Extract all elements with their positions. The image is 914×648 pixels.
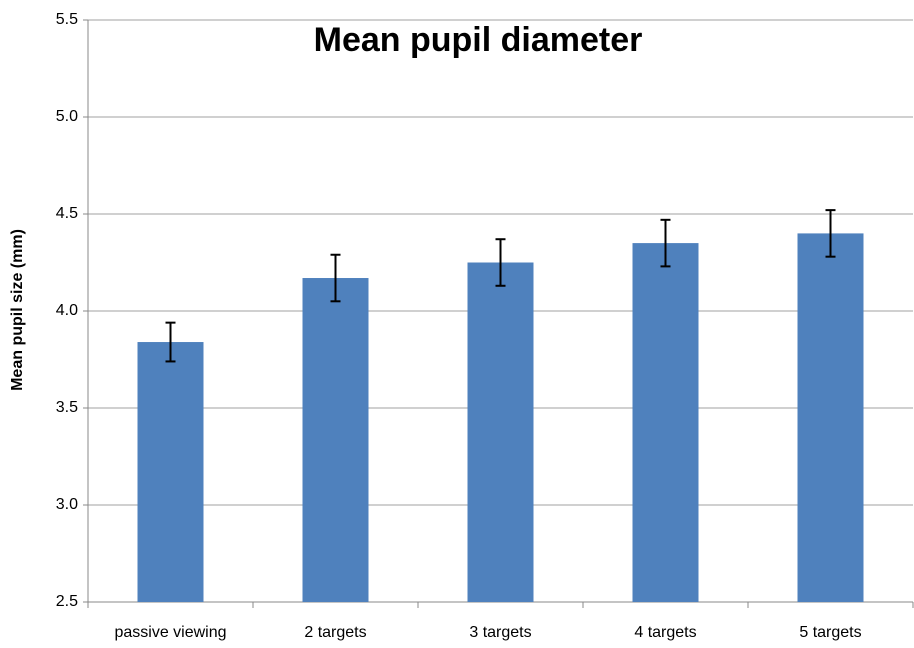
x-tick-label: 3 targets <box>469 624 531 641</box>
error-bar <box>495 238 506 287</box>
bar <box>137 342 204 602</box>
bar <box>302 278 369 602</box>
bar <box>632 243 699 602</box>
error-bar <box>660 218 671 268</box>
x-tick-label: 2 targets <box>304 624 366 641</box>
y-tick-label: 2.5 <box>56 593 78 610</box>
y-tick-label: 4.0 <box>56 302 78 319</box>
chart-title: Mean pupil diameter <box>314 21 643 59</box>
y-tick-label: 5.0 <box>56 108 78 125</box>
y-tick-label: 5.5 <box>56 11 78 28</box>
y-axis-label: Mean pupil size (mm) <box>9 229 26 391</box>
error-bar <box>330 253 341 303</box>
bar <box>797 233 864 602</box>
error-bar <box>825 209 836 258</box>
x-tick-label: 4 targets <box>634 624 696 641</box>
bar <box>467 262 534 602</box>
y-tick-label: 4.5 <box>56 205 78 222</box>
x-tick-label: 5 targets <box>799 624 861 641</box>
error-bar <box>165 321 176 363</box>
y-tick-label: 3.0 <box>56 496 78 513</box>
y-tick-label: 3.5 <box>56 399 78 416</box>
x-tick-label: passive viewing <box>114 624 226 641</box>
